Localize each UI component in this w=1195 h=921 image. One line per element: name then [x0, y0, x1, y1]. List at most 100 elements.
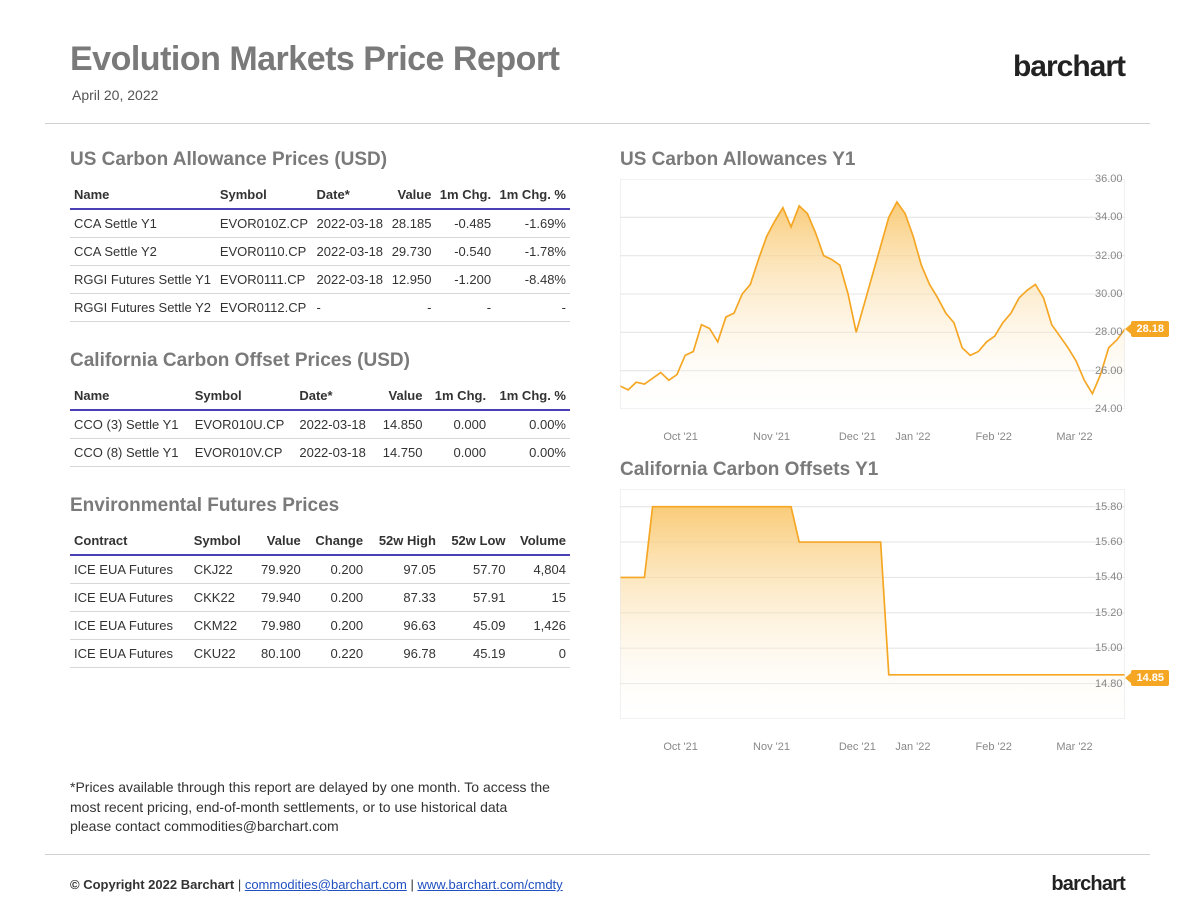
cell: 0.220: [305, 640, 367, 668]
cell: 0.000: [426, 439, 490, 467]
cell: CCA Settle Y1: [70, 209, 216, 238]
chart1-title: US Carbon Allowances Y1: [620, 149, 1125, 171]
cell: 2022-03-18: [313, 238, 388, 266]
footer-email-link[interactable]: commodities@barchart.com: [245, 877, 407, 892]
cell: -1.69%: [495, 209, 570, 238]
cell: -0.540: [435, 238, 495, 266]
cell: ICE EUA Futures: [70, 612, 190, 640]
cell: 0.200: [305, 555, 367, 584]
table-row: ICE EUA FuturesCKJ2279.9200.20097.0557.7…: [70, 555, 570, 584]
col-header: Contract: [70, 527, 190, 555]
value-badge: 14.85: [1131, 670, 1169, 686]
cell: CKK22: [190, 584, 252, 612]
page-title: Evolution Markets Price Report: [70, 40, 559, 79]
us-carbon-section: US Carbon Allowance Prices (USD) NameSym…: [70, 149, 570, 322]
cell: 97.05: [367, 555, 440, 584]
col-header: 52w High: [367, 527, 440, 555]
cell: 79.940: [251, 584, 304, 612]
col-header: Symbol: [190, 527, 252, 555]
value-badge: 28.18: [1131, 321, 1169, 337]
cell: EVOR010U.CP: [191, 410, 296, 439]
cell: RGGI Futures Settle Y2: [70, 294, 216, 322]
cell: 12.950: [387, 266, 435, 294]
col-header: Value: [375, 382, 426, 410]
cell: -0.485: [435, 209, 495, 238]
table-row: RGGI Futures Settle Y2EVOR0112.CP----: [70, 294, 570, 322]
footer: © Copyright 2022 Barchart | commodities@…: [45, 854, 1150, 896]
cell: 0.00%: [490, 410, 570, 439]
cell: 0.200: [305, 612, 367, 640]
chart1: 24.0026.0028.0030.0032.0034.0036.00Oct '…: [620, 179, 1125, 409]
col-header: 1m Chg. %: [495, 181, 570, 209]
report-date: April 20, 2022: [72, 87, 559, 103]
cell: 57.70: [440, 555, 510, 584]
table-row: CCA Settle Y1EVOR010Z.CP2022-03-1828.185…: [70, 209, 570, 238]
disclaimer: *Prices available through this report ar…: [70, 778, 570, 837]
col-header: 1m Chg. %: [490, 382, 570, 410]
cell: CCO (3) Settle Y1: [70, 410, 191, 439]
cell: CKJ22: [190, 555, 252, 584]
footer-site-link[interactable]: www.barchart.com/cmdty: [417, 877, 562, 892]
cell: EVOR0112.CP: [216, 294, 313, 322]
cell: 28.185: [387, 209, 435, 238]
ca-offset-table: NameSymbolDate*Value1m Chg.1m Chg. % CCO…: [70, 382, 570, 467]
cell: 45.09: [440, 612, 510, 640]
cell: 87.33: [367, 584, 440, 612]
col-header: Symbol: [216, 181, 313, 209]
table-row: CCO (8) Settle Y1EVOR010V.CP2022-03-1814…: [70, 439, 570, 467]
cell: 2022-03-18: [313, 209, 388, 238]
cell: 45.19: [440, 640, 510, 668]
cell: 14.850: [375, 410, 426, 439]
cell: CKM22: [190, 612, 252, 640]
table-row: CCO (3) Settle Y1EVOR010U.CP2022-03-1814…: [70, 410, 570, 439]
right-column: US Carbon Allowances Y1 24.0026.0028.003…: [620, 149, 1125, 837]
cell: EVOR010Z.CP: [216, 209, 313, 238]
cell: 0.000: [426, 410, 490, 439]
col-header: 52w Low: [440, 527, 510, 555]
cell: 15: [510, 584, 570, 612]
cell: 2022-03-18: [295, 439, 375, 467]
chart-svg: [620, 179, 1125, 409]
cell: 0.00%: [490, 439, 570, 467]
cell: 79.920: [251, 555, 304, 584]
cell: CCA Settle Y2: [70, 238, 216, 266]
cell: ICE EUA Futures: [70, 640, 190, 668]
cell: 29.730: [387, 238, 435, 266]
col-header: Date*: [313, 181, 388, 209]
cell: 1,426: [510, 612, 570, 640]
ca-offset-title: California Carbon Offset Prices (USD): [70, 350, 570, 372]
env-futures-section: Environmental Futures Prices ContractSym…: [70, 495, 570, 668]
cell: 2022-03-18: [313, 266, 388, 294]
table-row: ICE EUA FuturesCKM2279.9800.20096.6345.0…: [70, 612, 570, 640]
us-carbon-title: US Carbon Allowance Prices (USD): [70, 149, 570, 171]
cell: CCO (8) Settle Y1: [70, 439, 191, 467]
col-header: Value: [387, 181, 435, 209]
footer-logo: barchart: [1051, 873, 1125, 896]
chart2: 14.8015.0015.2015.4015.6015.80Oct '21Nov…: [620, 489, 1125, 719]
cell: -1.78%: [495, 238, 570, 266]
col-header: Name: [70, 181, 216, 209]
col-header: Volume: [510, 527, 570, 555]
us-carbon-table: NameSymbolDate*Value1m Chg.1m Chg. % CCA…: [70, 181, 570, 322]
cell: 80.100: [251, 640, 304, 668]
col-header: Symbol: [191, 382, 296, 410]
cell: -8.48%: [495, 266, 570, 294]
cell: 96.63: [367, 612, 440, 640]
cell: 0.200: [305, 584, 367, 612]
copyright: © Copyright 2022 Barchart: [70, 877, 234, 892]
cell: EVOR010V.CP: [191, 439, 296, 467]
cell: RGGI Futures Settle Y1: [70, 266, 216, 294]
table-row: RGGI Futures Settle Y1EVOR0111.CP2022-03…: [70, 266, 570, 294]
table-row: ICE EUA FuturesCKU2280.1000.22096.7845.1…: [70, 640, 570, 668]
cell: ICE EUA Futures: [70, 555, 190, 584]
chart2-title: California Carbon Offsets Y1: [620, 459, 1125, 481]
col-header: Date*: [295, 382, 375, 410]
col-header: 1m Chg.: [435, 181, 495, 209]
cell: 2022-03-18: [295, 410, 375, 439]
logo: barchart: [1013, 50, 1125, 84]
title-block: Evolution Markets Price Report April 20,…: [70, 40, 559, 103]
y-axis-labels: 14.8015.0015.2015.4015.6015.80: [1095, 489, 1131, 719]
cell: 14.750: [375, 439, 426, 467]
col-header: Value: [251, 527, 304, 555]
table-row: CCA Settle Y2EVOR0110.CP2022-03-1829.730…: [70, 238, 570, 266]
